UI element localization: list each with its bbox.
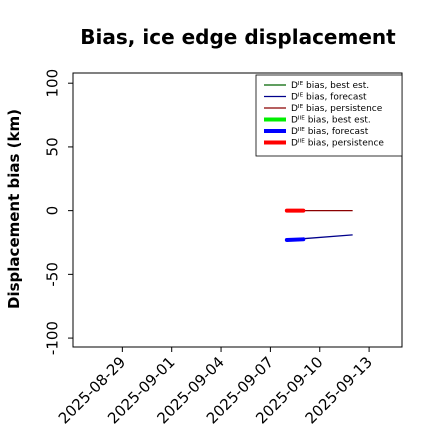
series-line <box>284 237 306 242</box>
legend-entry: Dᴵᴱ bias, forecast <box>291 93 367 103</box>
legend: Dᴵᴱ bias, best est. Dᴵᴱ bias, forecastDᴵᴱ… <box>255 74 403 157</box>
y-axis: -100 -50 0 50 100 <box>44 69 73 355</box>
y-tick-label: -50 <box>44 262 62 287</box>
series-layer <box>284 208 353 242</box>
y-tick-label: 100 <box>44 69 62 98</box>
y-tick-label: 50 <box>44 137 62 156</box>
y-axis-label: Displacement bias (km) <box>5 109 23 309</box>
legend-entry: Dᴵᴱ bias, best est. <box>291 81 369 91</box>
legend-entry: Dᴵᴵᴱ bias, best est. <box>291 116 371 126</box>
legend-entry: Dᴵᴱ bias, persistence <box>291 104 383 114</box>
x-axis: 2025-08-292025-09-012025-09-042025-09-07… <box>55 347 376 427</box>
chart-title: Bias, ice edge displacement <box>80 25 396 49</box>
legend-entry: Dᴵᴵᴱ bias, persistence <box>291 139 384 149</box>
y-tick-label: 0 <box>44 206 62 216</box>
legend-entry: Dᴵᴵᴱ bias, forecast <box>291 127 369 137</box>
y-tick-label: -100 <box>44 321 62 355</box>
